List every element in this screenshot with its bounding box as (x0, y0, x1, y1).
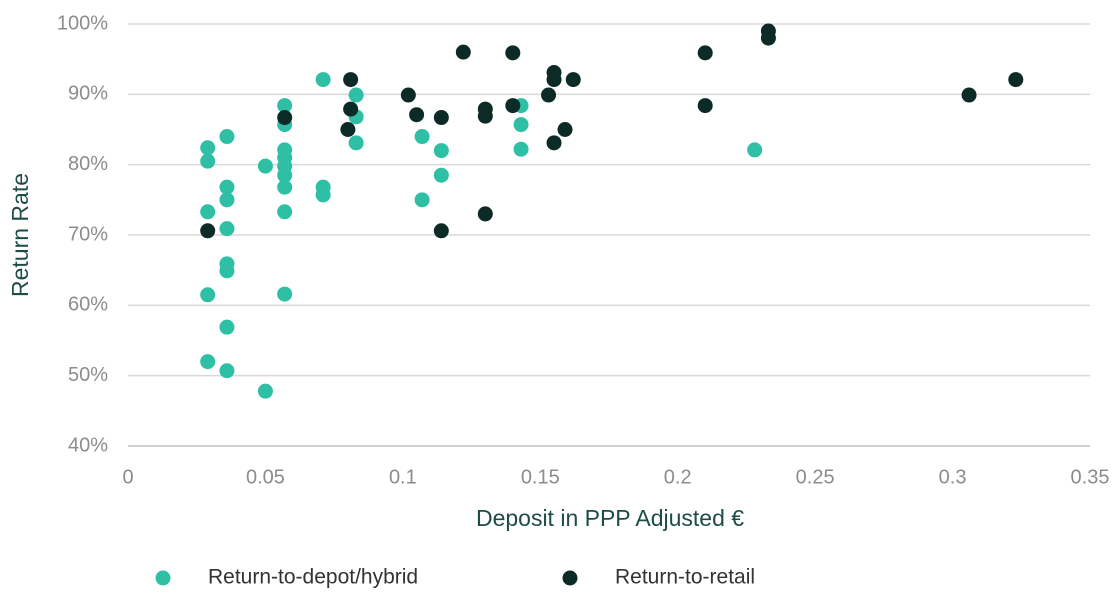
x-tick-label: 0.2 (664, 466, 692, 488)
point (477, 108, 493, 124)
point (277, 179, 293, 195)
y-tick-label: 40% (68, 434, 108, 456)
point (219, 221, 235, 237)
point (200, 153, 216, 169)
point (409, 107, 425, 123)
point (433, 143, 449, 159)
point (348, 87, 364, 103)
point (557, 122, 573, 137)
point (257, 383, 273, 399)
x-tick-label: 0.35 (1071, 466, 1110, 488)
point (343, 101, 359, 117)
point (219, 263, 235, 279)
point (257, 158, 273, 174)
y-tick-label: 100% (57, 12, 108, 34)
point (200, 223, 216, 239)
point (340, 122, 356, 137)
point (961, 87, 977, 103)
legend-label: Return-to-depot/hybrid (208, 566, 418, 589)
legend-label: Return-to-retail (615, 566, 755, 589)
point (219, 363, 235, 379)
point (477, 206, 493, 222)
point (697, 98, 713, 114)
point (277, 98, 293, 114)
point (747, 142, 763, 158)
point (277, 204, 293, 220)
point (505, 98, 521, 114)
point (277, 286, 293, 302)
point (315, 72, 331, 88)
x-tick-label: 0.25 (796, 466, 835, 488)
point (200, 287, 216, 303)
point (414, 192, 430, 208)
point (348, 135, 364, 151)
point (219, 319, 235, 335)
point (219, 192, 235, 208)
point (219, 129, 235, 145)
y-tick-label: 80% (68, 153, 108, 175)
point (546, 72, 562, 88)
point (433, 167, 449, 183)
legend-marker (562, 570, 578, 586)
point (315, 187, 331, 203)
x-tick-label: 0.1 (389, 466, 417, 488)
point (433, 223, 449, 239)
point (200, 140, 216, 156)
point (433, 110, 449, 126)
legend-marker (155, 570, 171, 586)
point (277, 167, 293, 183)
y-tick-label: 60% (68, 294, 108, 316)
point (513, 141, 529, 157)
x-tick-label: 0.15 (521, 466, 560, 488)
point (219, 179, 235, 195)
y-tick-label: 70% (68, 223, 108, 245)
point (400, 87, 416, 103)
x-tick-label: 0 (122, 466, 133, 488)
y-axis-label: Return Rate (7, 173, 33, 297)
point (455, 44, 471, 60)
x-tick-label: 0.3 (939, 466, 967, 488)
point (697, 45, 713, 61)
point (546, 135, 562, 151)
point (565, 72, 581, 88)
point (200, 354, 216, 370)
x-axis-label: Deposit in PPP Adjusted € (476, 505, 744, 531)
point (277, 110, 293, 126)
y-tick-label: 90% (68, 83, 108, 105)
point (513, 117, 529, 133)
point (1008, 72, 1024, 88)
point (200, 204, 216, 220)
y-tick-label: 50% (68, 364, 108, 386)
point (343, 72, 359, 88)
point (505, 45, 521, 61)
point (541, 87, 557, 103)
point (414, 129, 430, 145)
x-tick-label: 0.05 (246, 466, 285, 488)
point (760, 30, 776, 46)
